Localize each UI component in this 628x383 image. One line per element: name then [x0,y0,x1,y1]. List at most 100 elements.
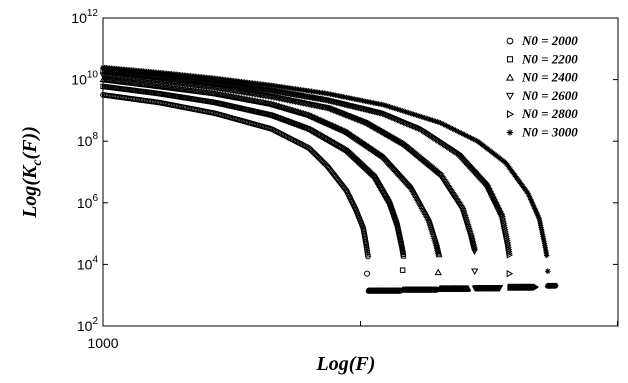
data-point [280,88,287,96]
y-tick-label-exponent: 4 [92,254,98,265]
legend-label: N0 = 3000 [521,125,578,140]
data-point [457,129,463,136]
x-axis-title: Log(F) [316,353,376,375]
y-tick-label-base: 10 [77,133,93,149]
data-point [316,94,324,102]
tail-point [533,283,539,290]
data-point [232,81,239,89]
data-point [334,124,342,131]
isolated-point [399,267,406,273]
data-point [528,198,534,204]
data-point [525,190,531,196]
data-point [362,141,369,148]
data-point [273,87,281,95]
y-tick-label-base: 10 [71,10,87,26]
legend-label: N0 = 2400 [521,70,578,85]
data-point [455,129,462,135]
y-tick-label-base: 10 [77,256,93,272]
x-tick-label: 1000 [87,335,118,351]
data-point [310,93,317,101]
data-point [435,251,443,258]
data-point [339,126,347,133]
y-axis-title-end: (F)) [19,126,41,159]
data-point [423,115,429,121]
data-point [237,82,244,90]
data-point [386,198,392,205]
data-point [376,150,383,157]
y-axis-title-main: Log(K [19,164,41,219]
data-point [241,83,249,91]
data-point [345,129,353,136]
legend-marker [506,129,514,136]
data-point [296,91,303,99]
y-tick-label: 102 [77,316,99,334]
data-point [426,116,432,122]
data-point [420,114,426,120]
data-point [254,84,261,92]
data-point [200,77,207,85]
data-point [195,77,203,85]
data-point [321,118,329,125]
legend-marker [506,37,514,45]
data-point [315,115,323,123]
data-point [310,113,318,121]
legend-label: N0 = 2200 [521,51,578,66]
data-point [312,114,320,121]
data-point [428,117,434,123]
data-point [300,92,308,100]
data-point [205,78,212,86]
data-point [306,111,314,119]
legend-label: N0 = 2800 [521,106,578,121]
data-point [304,92,311,100]
data-point [532,207,538,213]
data-point [213,79,220,87]
data-point [189,76,196,84]
legend-marker [505,92,515,101]
data-point [433,118,439,124]
data-point [267,86,274,94]
data-point [294,91,301,99]
data-point [369,145,376,153]
data-point [313,115,321,122]
data-point [321,95,328,103]
data-point [528,196,534,203]
data-point [275,87,282,95]
data-point [460,131,466,137]
data-point [342,128,350,135]
data-point [534,211,540,217]
data-point [318,95,325,103]
data-point [440,121,447,127]
data-point [269,86,276,94]
data-point [343,128,351,136]
data-point [243,83,250,91]
data-point [353,135,361,142]
data-point [307,112,315,119]
data-point [357,138,365,145]
data-point [230,81,238,89]
legend-marker [505,73,515,81]
data-point [349,132,357,139]
data-point [286,89,293,97]
y-tick-label-base: 10 [77,195,93,211]
data-point [316,116,324,123]
data-point [227,81,234,89]
data-point [363,142,371,149]
data-point [325,120,333,127]
data-point [261,85,268,93]
data-point [210,78,217,86]
data-point [388,104,394,110]
data-point [270,87,277,95]
isolated-point [471,268,479,276]
data-point [396,107,402,113]
data-point [318,117,326,124]
data-point [336,125,344,132]
data-point [221,80,228,88]
series-6 [100,64,559,289]
y-tick-label-exponent: 2 [92,316,98,327]
y-tick-label: 106 [77,193,99,211]
data-point [535,214,542,220]
data-point [400,253,407,259]
y-tick-label-base: 10 [77,318,93,334]
data-point [360,140,368,147]
data-point [417,113,423,119]
